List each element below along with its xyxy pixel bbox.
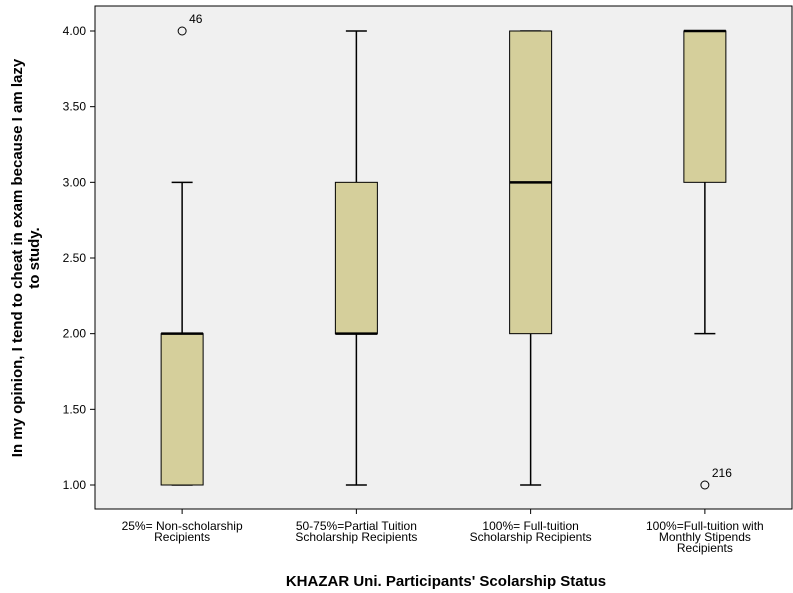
x-category-label: 50-75%=Partial Tuition <box>296 519 417 533</box>
outlier-point <box>177 26 187 36</box>
box-group: 46 <box>160 12 204 486</box>
box-group <box>334 30 378 486</box>
box <box>160 333 204 486</box>
outlier-label: 216 <box>712 466 732 480</box>
y-axis-title: In my opinion, I tend to cheat in exam b… <box>9 58 43 457</box>
y-tick-label: 4.00 <box>63 24 87 38</box>
box <box>334 181 378 335</box>
x-category-label: 100%= Full-tuition <box>482 519 578 533</box>
y-axis-title-line-2: to study. <box>26 227 43 288</box>
x-category-label: Scholarship Recipients <box>470 530 592 544</box>
y-tick-label: 2.00 <box>63 327 87 341</box>
y-tick-label: 1.50 <box>63 402 87 416</box>
x-category-label: 25%= Non-scholarship <box>122 519 243 533</box>
x-category-label: Recipients <box>677 541 733 555</box>
box-series: 46 216 <box>160 12 732 490</box>
x-category-label: Monthly Stipends <box>659 530 751 544</box>
y-tick-label: 1.00 <box>63 478 87 492</box>
y-tick-label: 3.00 <box>63 175 87 189</box>
box <box>683 30 727 183</box>
y-axis: 1.00 1.50 2.00 2.50 3.00 3.50 4.00 <box>63 24 95 492</box>
outlier-point <box>700 480 710 490</box>
x-axis-title: KHAZAR Uni. Participants' Scolarship Sta… <box>286 573 606 590</box>
x-category-label: 100%=Full-tuition with <box>646 519 764 533</box>
outlier-label: 46 <box>189 12 203 26</box>
x-category-label: Recipients <box>154 530 210 544</box>
plot-area <box>94 5 793 510</box>
box-group: 216 <box>683 29 732 490</box>
y-axis-title-line-1: In my opinion, I tend to cheat in exam b… <box>9 58 26 457</box>
y-tick-label: 3.50 <box>63 100 87 114</box>
x-axis-categories: 25%= Non-scholarshipRecipients50-75%=Par… <box>122 509 764 555</box>
y-tick-label: 2.50 <box>63 251 87 265</box>
box-group <box>509 30 553 486</box>
x-category-label: Scholarship Recipients <box>295 530 417 544</box>
